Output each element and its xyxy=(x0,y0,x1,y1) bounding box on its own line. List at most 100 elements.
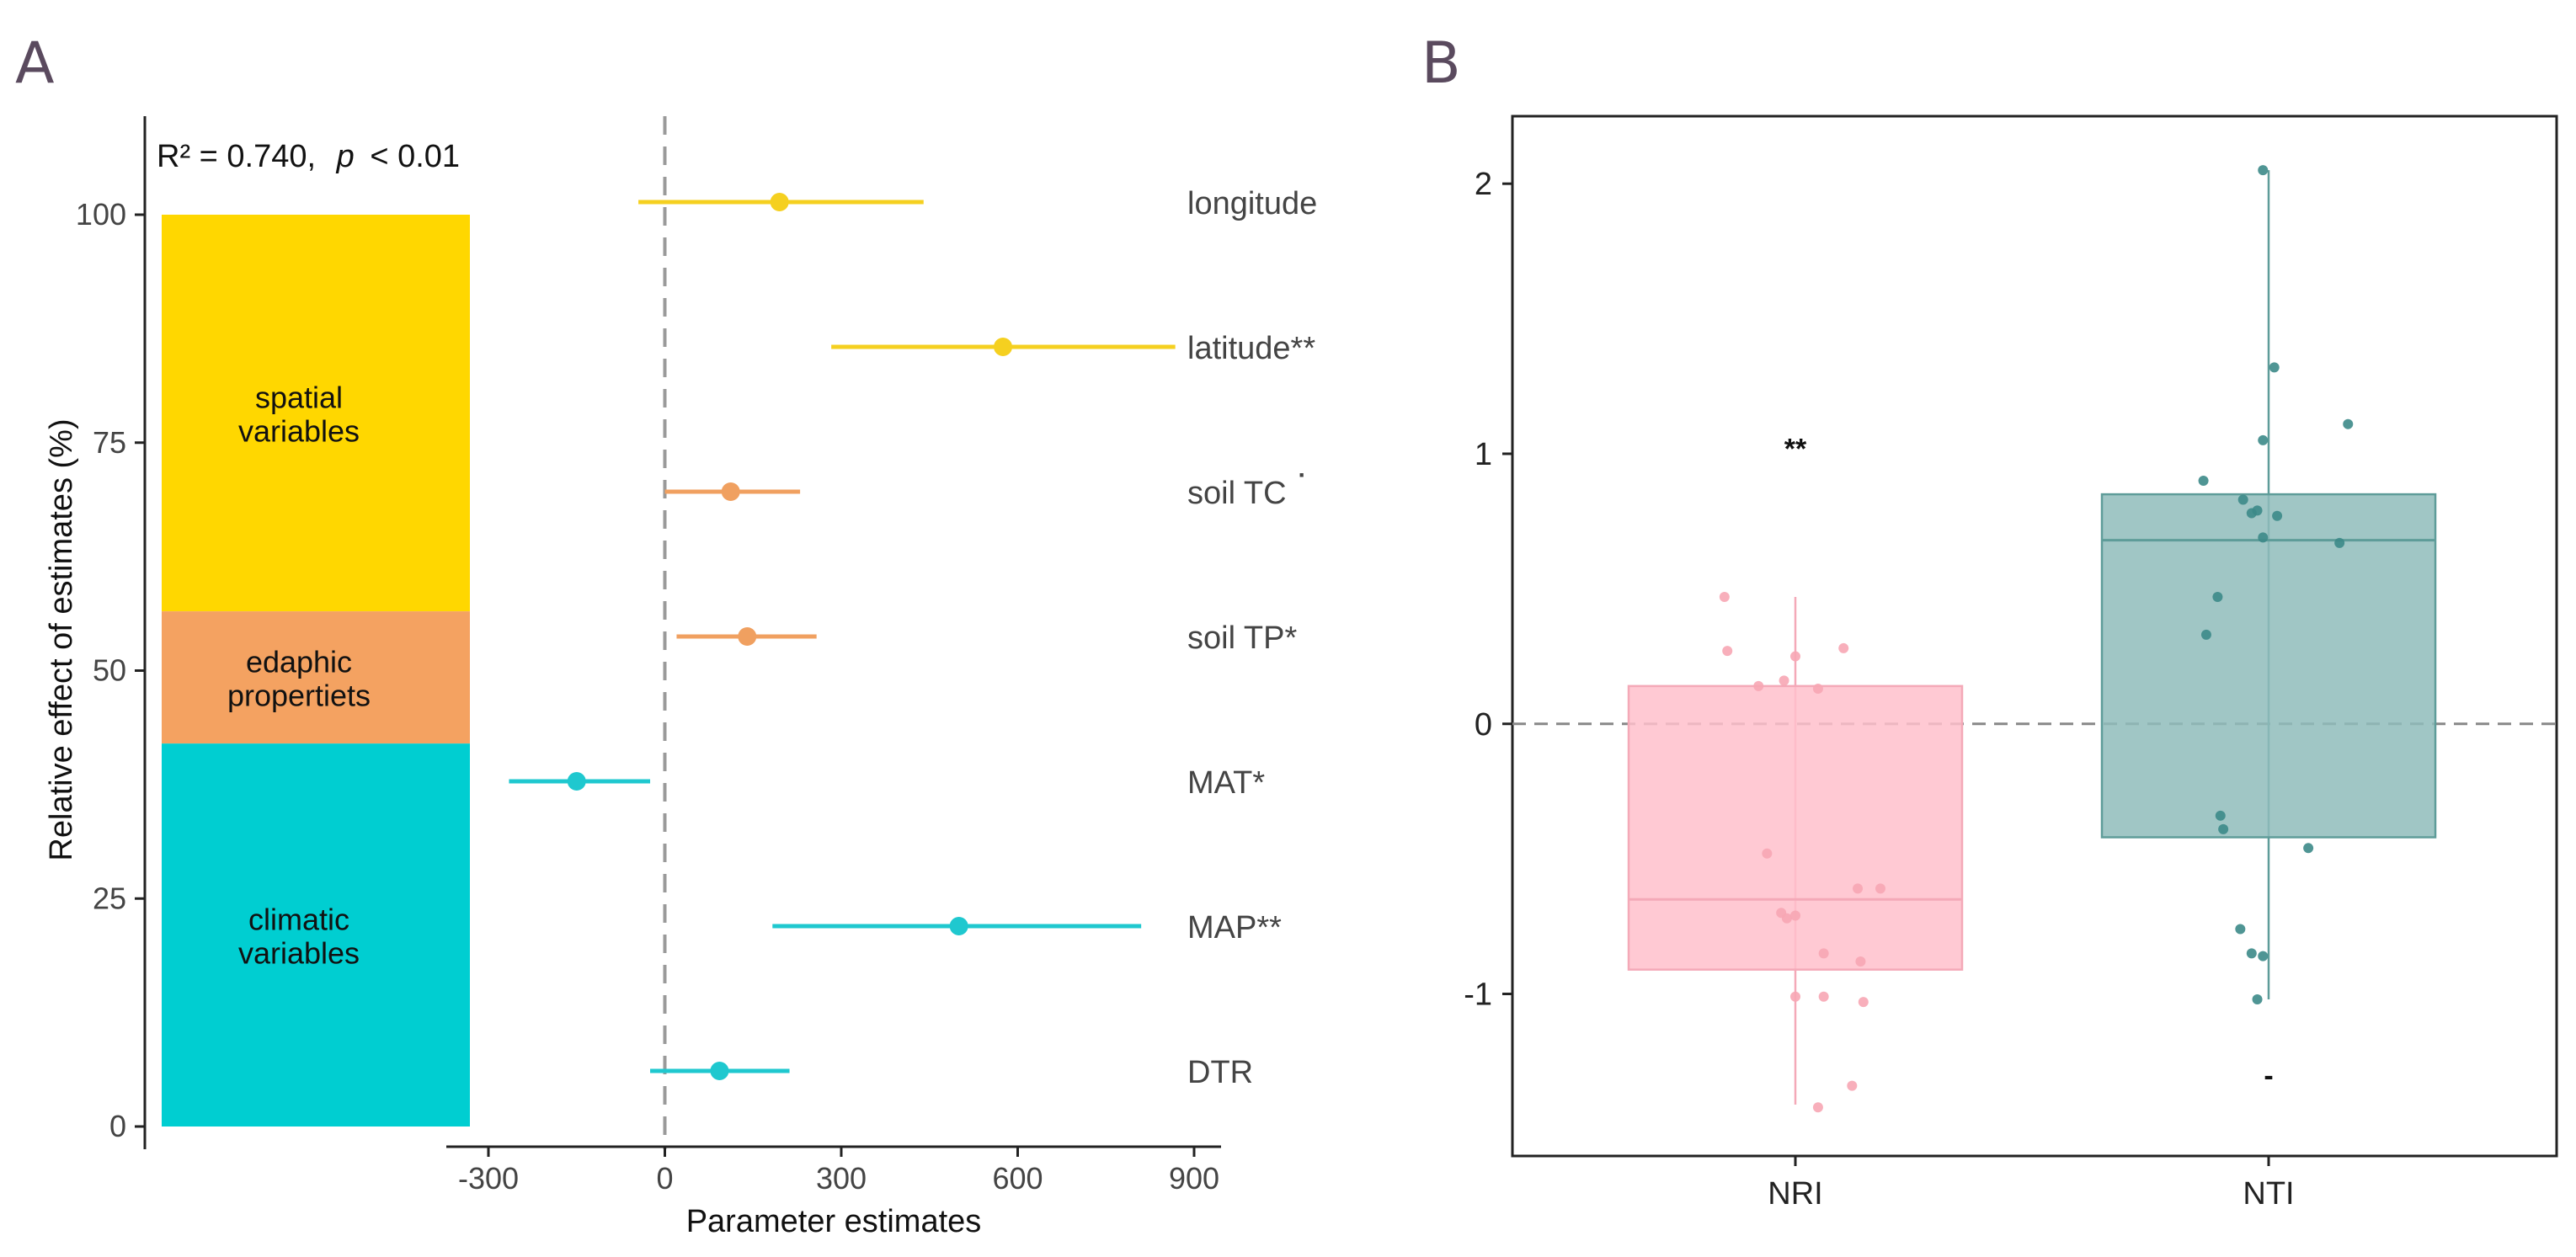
jitter-point xyxy=(1858,997,1869,1008)
panel-b-label: B xyxy=(1421,30,1461,97)
y-tick-label: 1 xyxy=(1475,437,1492,472)
variable-label: longitude xyxy=(1187,186,1317,221)
variable-label-text: MAP** xyxy=(1187,910,1282,945)
iqr-box xyxy=(1627,684,1964,971)
boxplot-nti: - xyxy=(2100,165,2437,1092)
left-tick-label: 50 xyxy=(93,653,126,688)
estimate-point xyxy=(770,193,789,211)
stat-r2-text: R² = 0.740, xyxy=(157,139,316,174)
jitter-point xyxy=(1790,651,1800,662)
panel-a: A R² = 0.740, p < 0.01 0 25 50 75 100 Relati… xyxy=(15,30,1317,1239)
variable-label-text: latitude** xyxy=(1187,331,1315,366)
jitter-point xyxy=(2198,476,2209,487)
panel-b: B -1 0 1 2 ** - NRI NTI xyxy=(1421,30,2558,1212)
jitter-point xyxy=(2215,810,2226,821)
variable-label-text: soil TP* xyxy=(1187,621,1297,656)
jitter-point xyxy=(1812,1102,1823,1113)
variable-label: soil TC · xyxy=(1187,461,1307,511)
estimate-point xyxy=(721,482,740,501)
group-segment xyxy=(162,743,470,1127)
variable-label-text: soil TC xyxy=(1187,476,1287,511)
jitter-point xyxy=(1722,646,1733,657)
bottom-tick-label: 600 xyxy=(992,1161,1043,1196)
group-label-line1: edaphic xyxy=(246,645,352,679)
stat-p-value: < 0.01 xyxy=(370,139,460,174)
jitter-point xyxy=(2258,951,2269,961)
jitter-point xyxy=(2258,434,2269,445)
group-segment xyxy=(162,611,470,744)
jitter-point xyxy=(1818,991,1829,1002)
jitter-point xyxy=(1855,956,1866,967)
jitter-point xyxy=(1838,642,1849,653)
jitter-point xyxy=(2252,505,2263,516)
left-axis-ticks: 0 25 50 75 100 xyxy=(76,197,145,1143)
jitter-point xyxy=(2334,537,2345,548)
jitter-point xyxy=(1779,675,1789,686)
jitter-point xyxy=(2258,532,2269,543)
jitter-point xyxy=(1762,848,1773,859)
jitter-point xyxy=(1818,948,1829,959)
variable-label: latitude** xyxy=(1187,331,1315,366)
variable-label-text: longitude xyxy=(1187,186,1317,221)
group-label-line1: spatial xyxy=(255,381,343,415)
bottom-axis-ticks: -300 0 300 600 900 xyxy=(458,1147,1219,1196)
jitter-point xyxy=(2252,993,2263,1004)
jitter-point xyxy=(2235,924,2246,935)
variable-label-text: MAT* xyxy=(1187,765,1265,801)
panel-a-label: A xyxy=(15,30,55,97)
jitter-point xyxy=(2218,823,2229,834)
jitter-point xyxy=(1812,684,1823,695)
estimate-point xyxy=(994,338,1013,356)
x-tick-label: NTI xyxy=(2243,1176,2294,1212)
jitter-point xyxy=(2237,494,2248,505)
svg-text:R² = 0.740, p: R² = 0.740, p < 0.01 xyxy=(157,139,460,174)
bottom-tick-label: 300 xyxy=(816,1161,867,1196)
left-tick-label: 100 xyxy=(76,197,126,232)
group-segment xyxy=(162,215,470,612)
group-label-line1: climatic xyxy=(248,903,349,937)
y-tick-label: -1 xyxy=(1464,977,1492,1013)
estimate-point xyxy=(949,917,968,935)
jitter-point xyxy=(1753,680,1764,691)
jitter-point xyxy=(1790,991,1800,1002)
jitter-point xyxy=(1875,883,1885,894)
y-tick-label: 2 xyxy=(1475,167,1492,202)
group-label-line2: propertiets xyxy=(227,679,371,713)
boxplots: ** - xyxy=(1627,165,2437,1113)
group-label-line2: variables xyxy=(238,936,360,971)
estimate-point xyxy=(738,627,757,646)
x-axis-ticks: NRI NTI xyxy=(1768,1156,2295,1212)
variable-label: DTR xyxy=(1187,1055,1253,1090)
jitter-point xyxy=(2343,418,2354,429)
stat-p-label: p xyxy=(336,139,355,174)
group-stacked-bar: spatialvariablesedaphicpropertietsclimat… xyxy=(162,215,470,1127)
plot-frame xyxy=(1511,115,2558,1158)
significance-annotation: - xyxy=(2264,1060,2273,1092)
left-tick-label: 25 xyxy=(93,881,126,915)
y-tick-label: 0 xyxy=(1475,707,1492,743)
bottom-tick-label: -300 xyxy=(458,1161,519,1196)
group-label-line2: variables xyxy=(238,414,360,449)
jitter-point xyxy=(2272,510,2283,521)
significance-annotation: ** xyxy=(1784,434,1807,466)
boxplot-nri: ** xyxy=(1627,434,1964,1113)
jitter-point xyxy=(2246,948,2257,959)
bottom-tick-label: 900 xyxy=(1169,1161,1219,1196)
variable-label-text: DTR xyxy=(1187,1055,1253,1090)
jitter-point xyxy=(1719,591,1730,602)
iqr-box xyxy=(2100,493,2437,839)
forest-estimates: longitude latitude** soil TC · soil TP* MAT* M… xyxy=(509,186,1317,1090)
jitter-point xyxy=(1781,913,1792,924)
y-axis-ticks: -1 0 1 2 xyxy=(1464,167,1512,1013)
variable-label: MAP** xyxy=(1187,910,1282,945)
left-axis-title: Relative effect of estimates (%) xyxy=(44,418,79,860)
jitter-point xyxy=(1847,1080,1858,1091)
variable-label: soil TP* xyxy=(1187,621,1297,656)
bottom-tick-label: 0 xyxy=(656,1161,673,1196)
jitter-point xyxy=(1790,910,1800,921)
jitter-point xyxy=(2258,165,2269,176)
bottom-axis-title: Parameter estimates xyxy=(686,1204,982,1239)
estimate-point xyxy=(710,1062,729,1080)
variable-label-superscript: · xyxy=(1299,461,1307,489)
